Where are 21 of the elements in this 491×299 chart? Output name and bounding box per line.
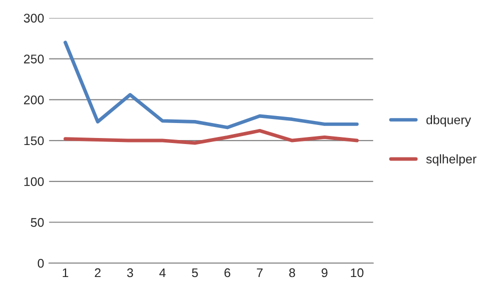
y-tick-label: 250 xyxy=(24,54,44,64)
x-tick-label: 8 xyxy=(289,268,296,278)
x-tick-label: 6 xyxy=(224,268,230,278)
y-tick-label: 100 xyxy=(24,177,44,186)
legend-label: dbquery xyxy=(426,115,472,127)
y-tick-label: 150 xyxy=(24,136,44,146)
y-tick-label: 300 xyxy=(24,14,44,23)
x-tick-label: 2 xyxy=(94,268,101,278)
line-series xyxy=(64,128,359,145)
x-tick-label: 9 xyxy=(322,268,328,278)
y-tick-label: 50 xyxy=(30,218,44,227)
y-tick-label: 0 xyxy=(38,258,44,268)
x-tick-label: 3 xyxy=(127,268,134,278)
x-tick-label: 5 xyxy=(192,268,198,278)
legend-label: sqlhelper xyxy=(426,154,476,166)
x-tick-label: 1 xyxy=(62,268,68,278)
y-tick-label: 200 xyxy=(24,95,44,104)
x-tick-label: 10 xyxy=(350,268,364,278)
x-tick-label: 4 xyxy=(159,268,166,278)
x-tick-label: 7 xyxy=(256,268,263,278)
line-series xyxy=(64,40,359,130)
